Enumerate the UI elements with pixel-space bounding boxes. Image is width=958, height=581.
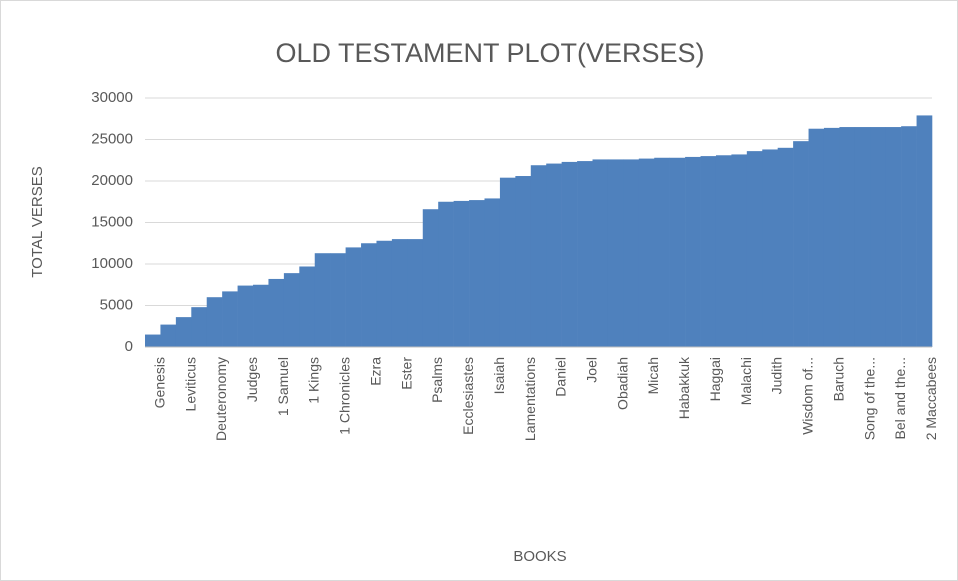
bar bbox=[808, 128, 825, 347]
x-tick-label: Isaiah bbox=[491, 357, 507, 394]
x-tick-label: Malachi bbox=[738, 357, 754, 405]
x-tick-label: Baruch bbox=[830, 357, 846, 401]
bar bbox=[777, 147, 794, 347]
x-tick-label: Micah bbox=[645, 357, 661, 394]
bar bbox=[453, 200, 470, 347]
x-tick-label: Judges bbox=[244, 357, 260, 402]
x-axis-title: BOOKS bbox=[513, 548, 566, 565]
x-tick-label: Bel and the... bbox=[892, 357, 908, 440]
bar bbox=[577, 161, 593, 347]
bar bbox=[669, 157, 686, 347]
bar bbox=[731, 154, 748, 347]
x-tick-label: Wisdom of... bbox=[800, 357, 816, 435]
bar bbox=[916, 115, 933, 348]
bar bbox=[746, 151, 763, 347]
bar bbox=[870, 127, 887, 347]
bar bbox=[407, 239, 424, 347]
bar bbox=[484, 198, 501, 347]
bar bbox=[530, 165, 547, 347]
bar bbox=[191, 307, 208, 347]
x-tick-label: Psalms bbox=[429, 357, 445, 403]
bar bbox=[469, 200, 485, 347]
bar bbox=[700, 156, 717, 347]
x-tick-label: Daniel bbox=[553, 357, 569, 397]
bar bbox=[515, 176, 532, 347]
bar bbox=[638, 158, 655, 347]
bar bbox=[546, 163, 562, 347]
x-tick-label: 1 Kings bbox=[306, 357, 322, 404]
bar bbox=[654, 157, 670, 347]
x-tick-label: 1 Samuel bbox=[275, 357, 291, 416]
bar bbox=[145, 334, 161, 347]
bar bbox=[793, 141, 809, 347]
bar bbox=[222, 291, 238, 347]
bar bbox=[237, 285, 254, 347]
x-tick-label: Ezra bbox=[367, 357, 383, 386]
chart-title: OLD TESTAMENT PLOT(VERSES) bbox=[275, 38, 704, 68]
bar bbox=[715, 155, 732, 347]
bar bbox=[361, 243, 377, 347]
x-tick-label: Ecclesiastes bbox=[460, 357, 476, 435]
bar bbox=[330, 253, 346, 347]
bar bbox=[345, 247, 362, 347]
bar bbox=[823, 127, 840, 347]
bar bbox=[623, 159, 640, 347]
x-tick-label: Lamentations bbox=[522, 357, 538, 441]
x-tick-label: 2 Maccabees bbox=[923, 357, 939, 440]
bar bbox=[299, 266, 316, 347]
y-tick-label: 20000 bbox=[91, 172, 133, 189]
x-tick-label: Haggai bbox=[707, 357, 723, 401]
x-tick-label: Genesis bbox=[151, 357, 167, 408]
bar bbox=[206, 297, 223, 347]
y-tick-label: 15000 bbox=[91, 213, 133, 230]
y-tick-label: 0 bbox=[125, 338, 133, 355]
bar bbox=[839, 127, 856, 347]
bar bbox=[253, 284, 269, 347]
bar bbox=[854, 127, 871, 347]
x-tick-label: Deuteronomy bbox=[213, 357, 229, 441]
bar bbox=[422, 209, 439, 347]
y-tick-label: 25000 bbox=[91, 130, 133, 147]
x-tick-label: Joel bbox=[583, 357, 599, 383]
bar bbox=[561, 161, 578, 347]
bar bbox=[175, 317, 192, 347]
bar bbox=[283, 273, 300, 347]
bar bbox=[391, 239, 408, 347]
y-axis-title: TOTAL VERSES bbox=[29, 166, 46, 277]
bar bbox=[685, 156, 701, 347]
bar bbox=[160, 324, 177, 347]
bar bbox=[901, 126, 917, 347]
bar bbox=[592, 159, 609, 347]
x-tick-label: Ester bbox=[398, 357, 414, 390]
x-tick-label: Song of the... bbox=[861, 357, 877, 440]
bar bbox=[607, 159, 624, 347]
bar bbox=[885, 127, 902, 347]
bar bbox=[268, 278, 285, 347]
y-tick-label: 5000 bbox=[100, 296, 133, 313]
bar bbox=[314, 253, 331, 347]
x-tick-label: Obadiah bbox=[614, 357, 630, 410]
x-tick-label: Habakkuk bbox=[676, 356, 692, 419]
x-tick-label: Judith bbox=[769, 357, 785, 394]
x-tick-label: Leviticus bbox=[182, 357, 198, 411]
x-tick-label: 1 Chronicles bbox=[337, 357, 353, 435]
bar bbox=[376, 240, 393, 347]
bar bbox=[499, 177, 516, 347]
bar bbox=[438, 201, 454, 347]
y-tick-label: 10000 bbox=[91, 255, 133, 272]
bar bbox=[762, 149, 778, 347]
y-tick-label: 30000 bbox=[91, 89, 133, 106]
